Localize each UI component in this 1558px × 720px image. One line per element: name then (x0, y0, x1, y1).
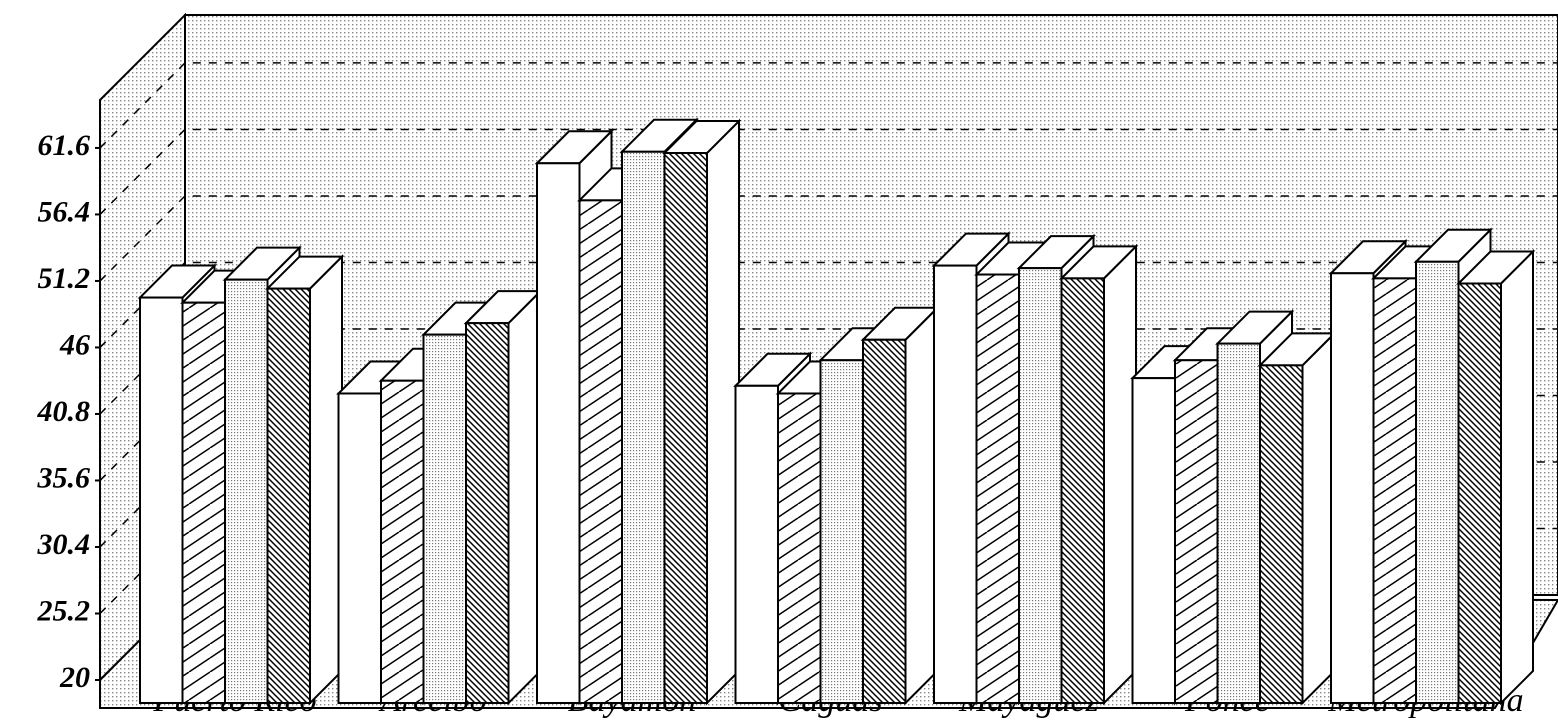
bar-side (706, 118, 740, 706)
bar (1457, 282, 1502, 704)
bar (266, 287, 311, 704)
bar (337, 392, 382, 704)
bar (933, 264, 978, 704)
bar (1259, 364, 1304, 704)
bar (621, 150, 666, 705)
y-tick-label: 35.6 (37, 461, 91, 494)
bar-side (507, 288, 542, 706)
bar (1060, 277, 1105, 704)
bar (663, 152, 708, 704)
bar (734, 384, 779, 704)
bar (862, 338, 907, 704)
bar (819, 359, 864, 704)
bar (224, 278, 269, 704)
y-tick-label: 46 (59, 328, 90, 361)
bar (1174, 359, 1219, 704)
bar (139, 296, 184, 704)
bar (536, 162, 581, 704)
y-tick-label: 25.2 (37, 594, 91, 627)
bar (578, 199, 623, 704)
bar-side (309, 254, 343, 706)
y-tick-label: 61.6 (38, 129, 91, 162)
bar (1372, 277, 1417, 704)
bar (422, 333, 467, 704)
bar-side (1103, 243, 1137, 706)
bar-side (904, 305, 939, 706)
bar (1018, 267, 1063, 704)
bar (380, 379, 425, 704)
y-tick-label: 20 (59, 661, 90, 694)
bar (465, 322, 510, 704)
bar (1330, 272, 1375, 704)
bar (181, 301, 226, 704)
y-tick-label: 56.4 (38, 195, 91, 228)
bar (975, 273, 1020, 704)
y-tick-label: 30.4 (37, 528, 91, 561)
bar (1131, 377, 1176, 704)
bar (1415, 260, 1460, 704)
bar (1216, 342, 1261, 704)
y-tick-label: 40.8 (37, 395, 91, 428)
bar-side (1301, 330, 1336, 706)
y-tick-label: 51.2 (38, 262, 91, 295)
bar-side (1500, 249, 1534, 706)
bar (777, 392, 822, 704)
